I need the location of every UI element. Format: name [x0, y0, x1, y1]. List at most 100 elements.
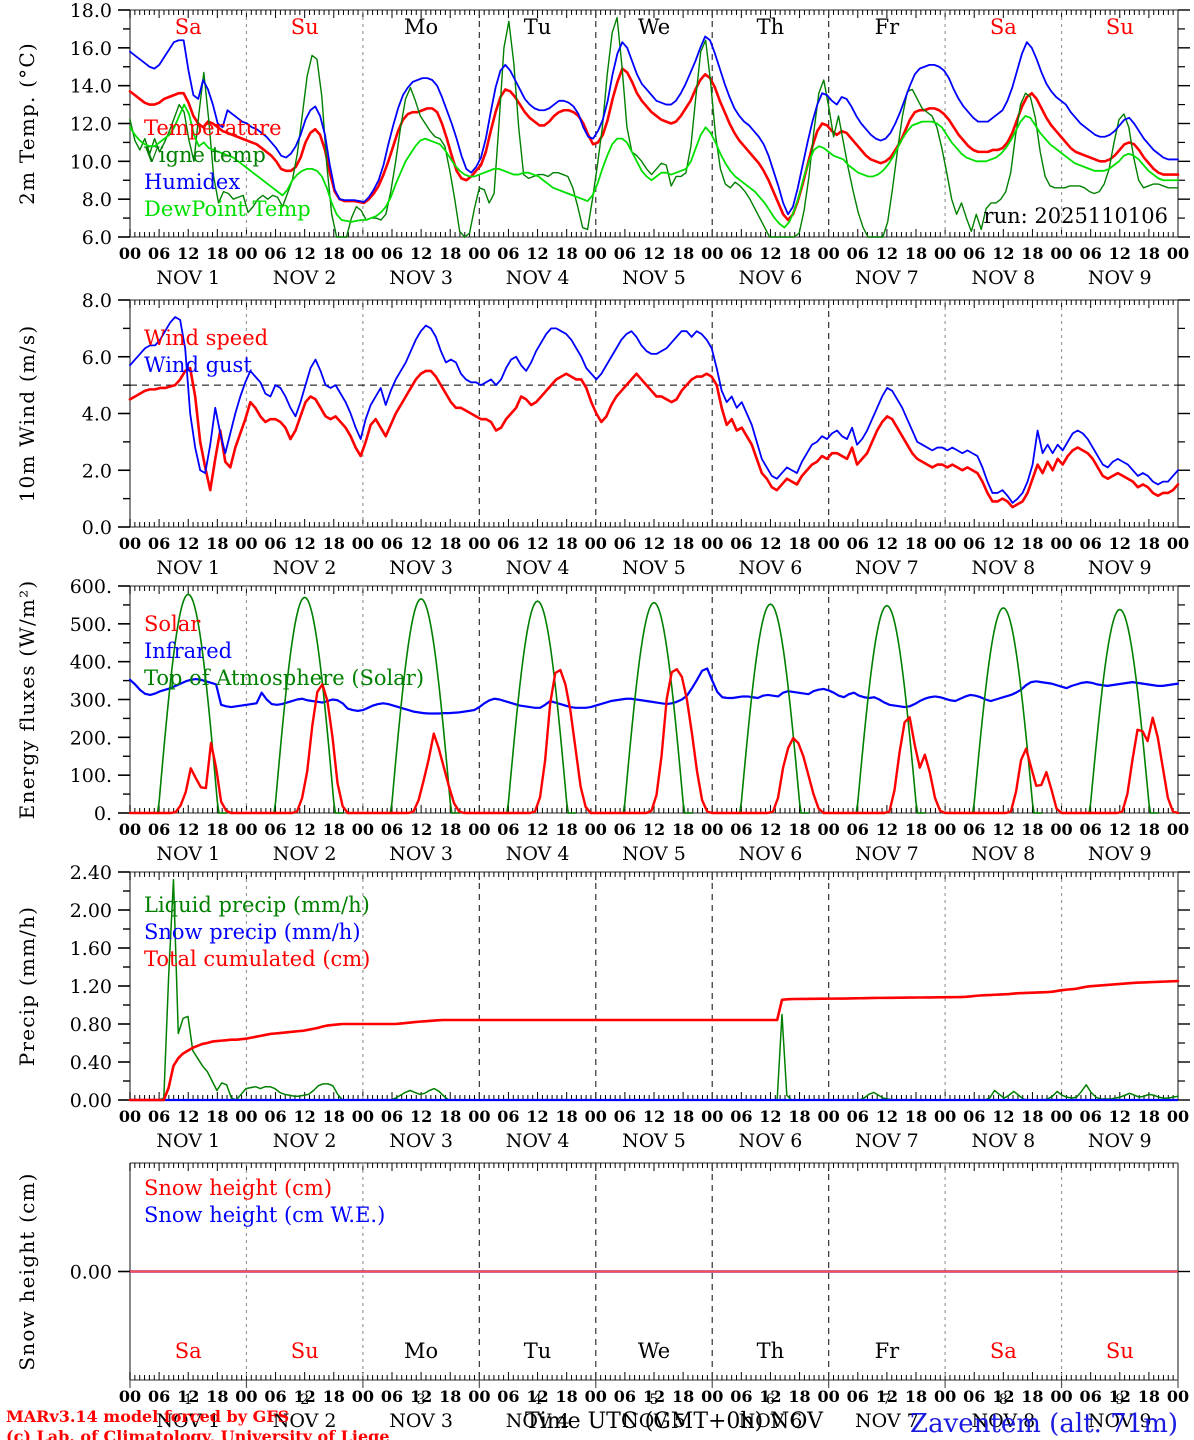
precip-ytick-label: 2.40 [70, 862, 112, 884]
energy_fluxes-day-label: NOV 9 [1088, 843, 1152, 865]
snow_height-hour-label: 18 [1138, 1387, 1160, 1406]
precip-hour-label: 18 [323, 1107, 345, 1126]
precip-hour-label: 06 [1080, 1107, 1102, 1126]
precip-ytick-label: 0.00 [70, 1090, 112, 1112]
temperature-hour-label: 12 [177, 244, 199, 263]
snow_height-hour-label: 00 [934, 1387, 956, 1406]
temperature-hour-label: 00 [235, 244, 257, 263]
energy_fluxes-day-label: NOV 1 [156, 843, 220, 865]
wind-legend-0: Wind speed [144, 326, 268, 350]
wind-hour-label: 12 [410, 534, 432, 553]
wind-day-label: NOV 5 [622, 557, 686, 579]
temperature-hour-label: 12 [410, 244, 432, 263]
wind-hour-label: 00 [352, 534, 374, 553]
weekday-label-top: Sa [990, 15, 1017, 39]
precip-hour-label: 18 [1138, 1107, 1160, 1126]
wind-hour-label: 06 [730, 534, 752, 553]
precip-hour-label: 18 [556, 1107, 578, 1126]
snow_height-hour-label: 18 [672, 1387, 694, 1406]
temperature-series-line [129, 103, 1179, 229]
temperature-ytick-label: 18.0 [70, 0, 112, 22]
wind-hour-label: 06 [614, 534, 636, 553]
bottom-day-number: 1 [184, 1392, 193, 1408]
weekday-label-top: Th [757, 15, 785, 39]
wind-hour-label: 18 [1138, 534, 1160, 553]
weekday-label-bottom: Su [291, 1339, 319, 1363]
energy_fluxes-hour-label: 12 [759, 820, 781, 839]
wind-hour-label: 12 [1109, 534, 1131, 553]
temperature-ytick-label: 16.0 [70, 38, 112, 60]
temperature-legend-0: Temperature [144, 116, 282, 140]
energy_fluxes-day-label: NOV 6 [739, 843, 803, 865]
snow_height-hour-label: 18 [556, 1387, 578, 1406]
wind-hour-label: 12 [294, 534, 316, 553]
energy_fluxes-hour-label: 00 [352, 820, 374, 839]
precip-day-label: NOV 2 [273, 1130, 337, 1152]
temperature-day-label: NOV 2 [273, 267, 337, 289]
energy_fluxes-hour-label: 12 [1109, 820, 1131, 839]
wind-series-line [129, 316, 1179, 504]
temperature-hour-label: 12 [876, 244, 898, 263]
bottom-day-number: 7 [882, 1392, 891, 1408]
snow_height-day-label: NOV 5 [622, 1410, 686, 1432]
energy_fluxes-hour-label: 12 [876, 820, 898, 839]
temperature-day-label: NOV 6 [739, 267, 803, 289]
snow_height-hour-label: 06 [497, 1387, 519, 1406]
wind-day-label: NOV 1 [156, 557, 220, 579]
temperature-hour-label: 18 [1021, 244, 1043, 263]
precip-hour-label: 06 [497, 1107, 519, 1126]
energy_fluxes-hour-label: 00 [585, 820, 607, 839]
weekday-label-top: Fr [875, 15, 901, 39]
wind-hour-label: 00 [119, 534, 141, 553]
temperature-hour-label: 06 [264, 244, 286, 263]
wind-day-label: NOV 7 [855, 557, 919, 579]
snow_height-hour-label: 00 [119, 1387, 141, 1406]
energy_fluxes-legend-1: Infrared [144, 639, 232, 663]
temperature-hour-label: 00 [352, 244, 374, 263]
wind-hour-label: 00 [585, 534, 607, 553]
snow_height-hour-label: 18 [323, 1387, 345, 1406]
temperature-legend-3: DewPoint Temp [144, 197, 311, 221]
weekday-label-bottom: Tu [524, 1339, 552, 1363]
temperature-series-line [129, 35, 1179, 216]
snow_height-hour-label: 06 [614, 1387, 636, 1406]
energy_fluxes-hour-label: 18 [672, 820, 694, 839]
temperature-hour-label: 12 [294, 244, 316, 263]
wind-series-line [128, 366, 1180, 509]
precip-hour-label: 18 [1021, 1107, 1043, 1126]
weekday-label-top: Sa [175, 15, 202, 39]
wind-hour-label: 00 [235, 534, 257, 553]
temperature-hour-label: 06 [614, 244, 636, 263]
temperature-hour-label: 06 [1080, 244, 1102, 263]
snow_height-hour-label: 06 [148, 1387, 170, 1406]
wind-hour-label: 12 [759, 534, 781, 553]
precip-hour-label: 12 [294, 1107, 316, 1126]
temperature-hour-label: 06 [148, 244, 170, 263]
precip-hour-label: 18 [672, 1107, 694, 1126]
wind-ytick-label: 8.0 [82, 290, 112, 312]
energy_fluxes-hour-label: 12 [410, 820, 432, 839]
weekday-label-bottom: Fr [875, 1339, 901, 1363]
precip-hour-label: 12 [526, 1107, 548, 1126]
energy_fluxes-toa-curve [382, 597, 460, 814]
precip-hour-label: 12 [759, 1107, 781, 1126]
wind-hour-label: 18 [788, 534, 810, 553]
snow_height-hour-label: 00 [585, 1387, 607, 1406]
snow_height-hour-label: 00 [235, 1387, 257, 1406]
precip-hour-label: 00 [468, 1107, 490, 1126]
energy_fluxes-day-label: NOV 3 [389, 843, 453, 865]
snow_height-hour-label: 00 [1167, 1387, 1189, 1406]
precip-hour-label: 00 [119, 1107, 141, 1126]
temperature-hour-label: 00 [818, 244, 840, 263]
snow_height-hour-label: 18 [206, 1387, 228, 1406]
precip-hour-label: 00 [934, 1107, 956, 1126]
precip-plot-bg [130, 872, 1178, 1100]
temperature-hour-label: 06 [847, 244, 869, 263]
wind-day-label: NOV 4 [506, 557, 570, 579]
snow_height-day-label: NOV 2 [273, 1410, 337, 1432]
energy_fluxes-plot-bg [130, 586, 1178, 813]
wind-hour-label: 18 [206, 534, 228, 553]
footer-line-1: MARv3.14 model forced by GFS [6, 1407, 289, 1426]
